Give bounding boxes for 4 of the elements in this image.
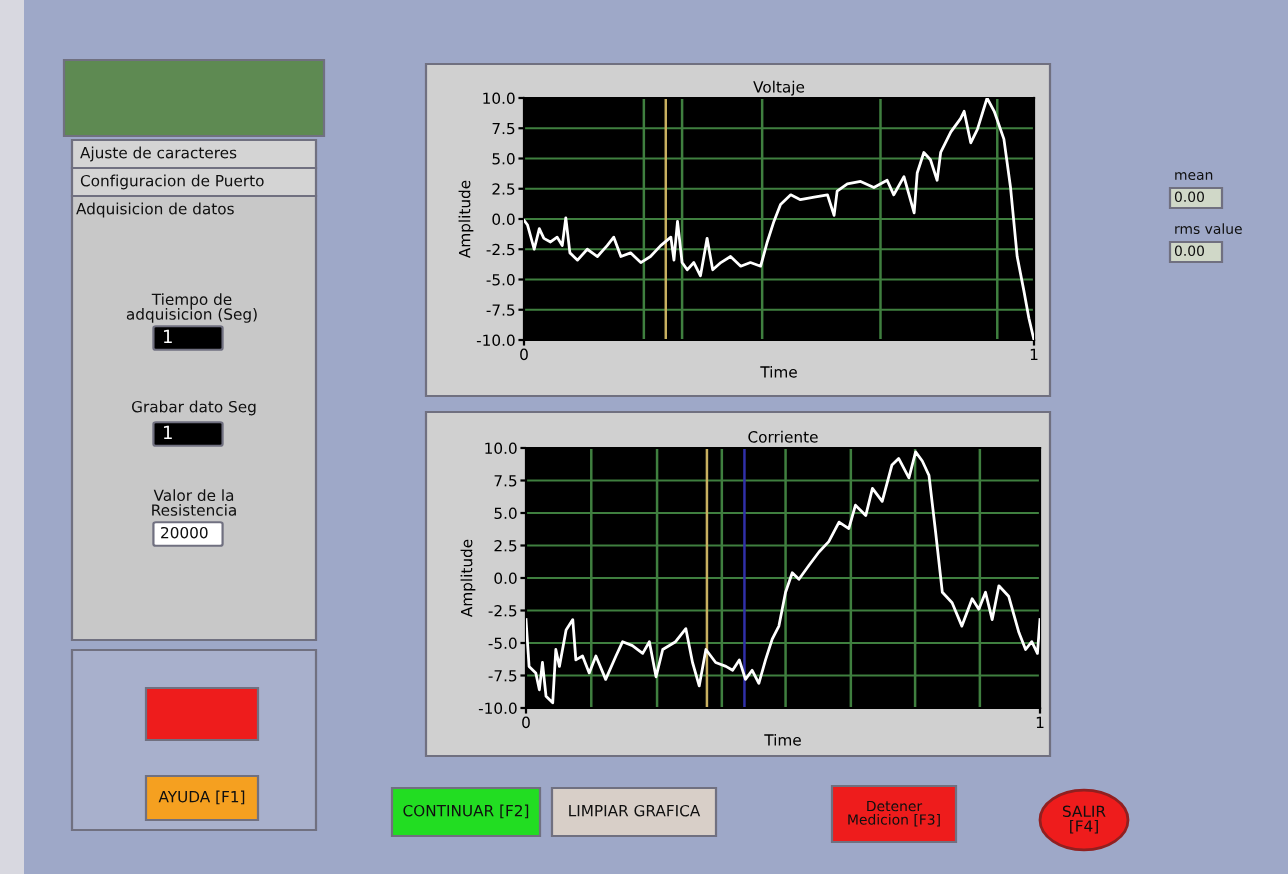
line-series xyxy=(526,450,1040,705)
text: 1 xyxy=(163,425,172,439)
line-series xyxy=(524,98,1034,340)
text: 1 xyxy=(163,329,172,343)
